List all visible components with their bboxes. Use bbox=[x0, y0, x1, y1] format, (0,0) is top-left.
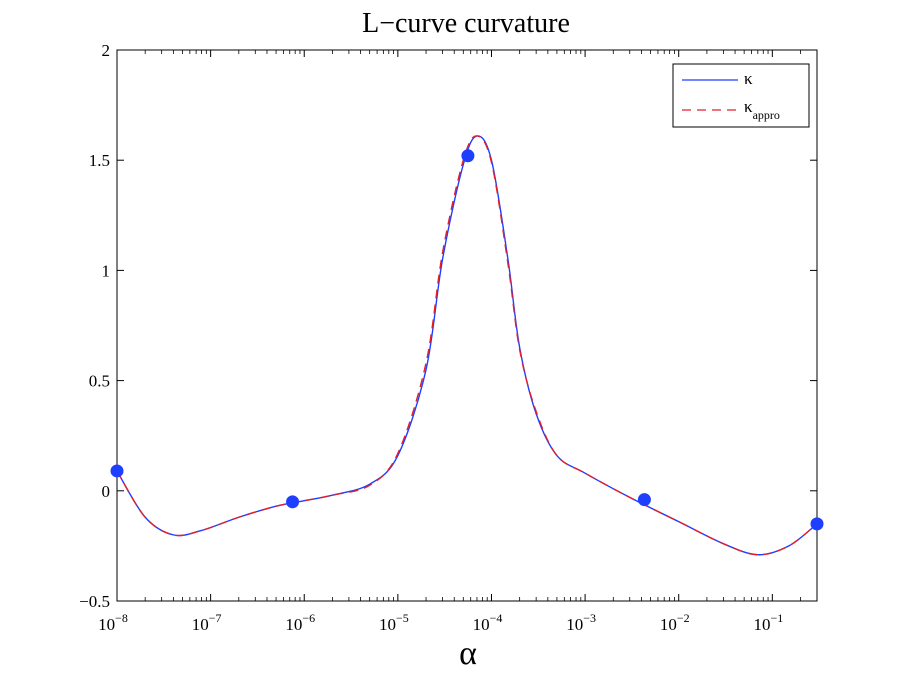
data-marker bbox=[110, 464, 124, 478]
x-tick-label: 10−2 bbox=[660, 611, 690, 634]
series-line-kappa-appro bbox=[116, 135, 818, 556]
legend: κ κappro bbox=[672, 63, 810, 128]
axis-ticks: 10−8 10−7 10−6 10−5 10−4 10−3 10−2 10−1 −0.5 0 0.5… bbox=[79, 41, 817, 634]
series-layer bbox=[116, 135, 818, 556]
y-tick-label: 0.5 bbox=[89, 372, 110, 391]
data-marker bbox=[637, 493, 651, 507]
plot-frame bbox=[116, 49, 818, 602]
y-tick-label: 0 bbox=[102, 482, 111, 501]
legend-box bbox=[672, 63, 810, 128]
x-axis-label: α bbox=[459, 635, 477, 672]
series-line-kappa bbox=[116, 135, 818, 556]
markers-layer bbox=[110, 149, 824, 531]
data-marker bbox=[461, 149, 475, 163]
data-marker bbox=[286, 495, 300, 509]
chart-title: L−curve curvature bbox=[362, 8, 570, 39]
y-tick-label: 2 bbox=[102, 41, 111, 60]
y-tick-label: −0.5 bbox=[79, 592, 110, 611]
x-tick-label: 10−3 bbox=[566, 611, 596, 634]
x-tick-label: 10−1 bbox=[753, 611, 783, 634]
x-tick-label: 10−5 bbox=[379, 611, 409, 634]
x-tick-label: 10−7 bbox=[192, 611, 222, 634]
legend-label-kappa: κ bbox=[744, 69, 753, 88]
data-marker bbox=[810, 517, 824, 531]
y-tick-label: 1.5 bbox=[89, 151, 110, 170]
y-tick-label: 1 bbox=[102, 261, 111, 280]
legend-label-kappa-appro: κappro bbox=[744, 97, 780, 122]
x-tick-label: 10−6 bbox=[285, 611, 315, 634]
x-tick-label: 10−8 bbox=[98, 611, 128, 634]
x-tick-label: 10−4 bbox=[473, 611, 503, 634]
